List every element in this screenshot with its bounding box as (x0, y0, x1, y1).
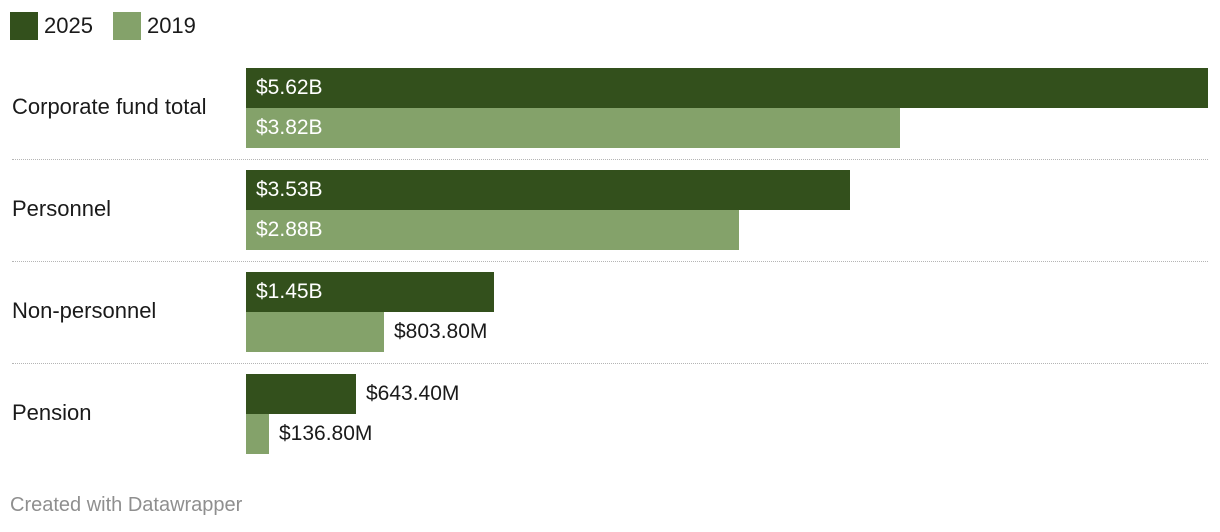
bar-pension-2019 (246, 414, 269, 454)
value-label-corporate-fund-total-2025: $5.62B (256, 76, 323, 99)
value-label-non-personnel-2025: $1.45B (256, 280, 323, 303)
legend-item-2019: 2019 (112, 12, 196, 40)
legend-swatch-2025 (10, 12, 38, 40)
category-label-pension: Pension (12, 400, 92, 425)
datawrapper-credit[interactable]: Created with Datawrapper (10, 494, 243, 516)
category-label-personnel: Personnel (12, 196, 112, 221)
bar-corporate-fund-total-2025 (246, 68, 1208, 108)
legend-swatch-2019 (112, 12, 141, 40)
legend-item-2025: 2025 (10, 12, 93, 40)
row-divider (12, 261, 1208, 262)
value-label-pension-2025: $643.40M (366, 382, 460, 405)
bar-non-personnel-2025 (246, 272, 494, 312)
bar-personnel-2019 (246, 210, 739, 250)
legend: 2025 2019 (10, 12, 216, 40)
bar-personnel-2025 (246, 170, 850, 210)
row-divider (12, 363, 1208, 364)
bar-pension-2025 (246, 374, 356, 414)
value-label-pension-2019: $136.80M (279, 422, 373, 445)
bar-non-personnel-2019 (246, 312, 384, 352)
row-divider (12, 159, 1208, 160)
value-label-personnel-2025: $3.53B (256, 178, 323, 201)
legend-label-2025: 2025 (44, 13, 93, 38)
value-label-corporate-fund-total-2019: $3.82B (256, 116, 323, 139)
category-label-non-personnel: Non-personnel (12, 298, 157, 323)
category-label-corporate-fund-total: Corporate fund total (12, 94, 207, 119)
value-label-non-personnel-2019: $803.80M (394, 320, 488, 343)
bar-corporate-fund-total-2019 (246, 108, 900, 148)
value-label-personnel-2019: $2.88B (256, 218, 323, 241)
legend-label-2019: 2019 (146, 13, 196, 38)
